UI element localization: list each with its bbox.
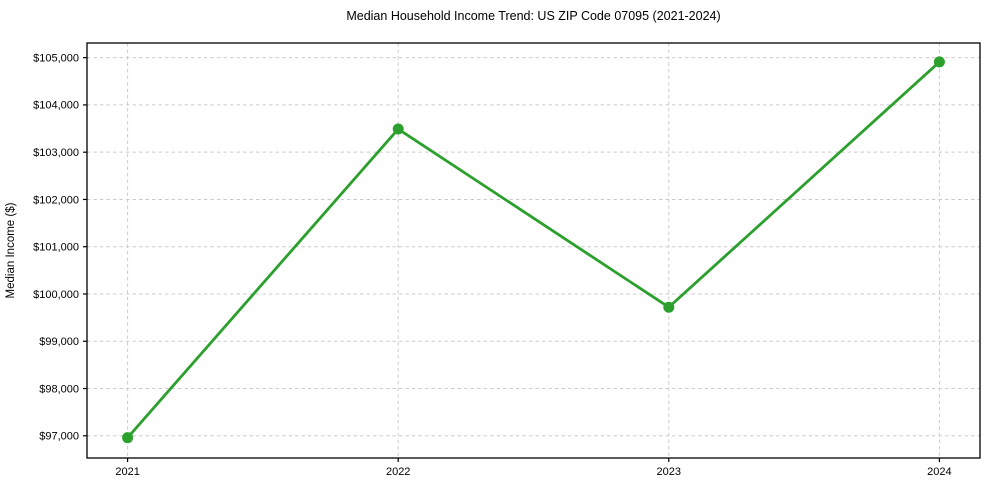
trend-line (126, 60, 941, 440)
x-tick-label: 2024 (927, 466, 951, 478)
data-point (663, 301, 675, 313)
y-tick-label: $105,000 (33, 52, 79, 64)
data-point (392, 123, 404, 135)
y-tick-label: $100,000 (33, 289, 79, 301)
data-point (933, 56, 945, 68)
y-tick-label: $103,000 (33, 147, 79, 159)
y-tick-label: $99,000 (39, 336, 79, 348)
x-tick-label: 2022 (386, 466, 410, 478)
x-tick-label: 2021 (115, 466, 139, 478)
chart-title: Median Household Income Trend: US ZIP Co… (346, 9, 721, 23)
y-tick-label: $102,000 (33, 194, 79, 206)
data-point (122, 432, 134, 444)
y-tick-label: $101,000 (33, 242, 79, 254)
y-tick-label: $98,000 (39, 383, 79, 395)
y-tick-label: $97,000 (39, 431, 79, 443)
y-tick-label: $104,000 (33, 100, 79, 112)
y-axis-label: Median Income ($) (5, 202, 17, 298)
plot-border (86, 42, 981, 459)
x-tick-label: 2023 (657, 466, 681, 478)
